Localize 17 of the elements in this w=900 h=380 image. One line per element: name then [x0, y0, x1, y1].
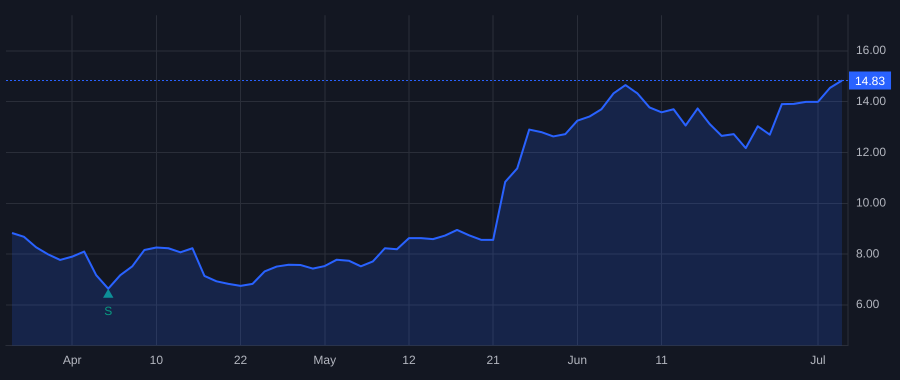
ref-line-label: 14.83: [855, 74, 886, 88]
x-tick-label: 22: [234, 353, 248, 368]
y-tick-label: 14.00: [856, 94, 886, 108]
y-tick-label: 16.00: [856, 43, 886, 58]
x-tick-label: Apr: [62, 353, 82, 368]
x-tick-label: 12: [402, 353, 416, 368]
annotation: S: [104, 304, 112, 318]
x-tick-label: 11: [655, 353, 668, 368]
y-tick-label: 12.00: [856, 144, 886, 159]
x-tick-label: Jun: [568, 353, 588, 368]
y-tick-label: 10.00: [856, 196, 886, 210]
x-tick-label: May: [313, 353, 336, 368]
x-tick-label: 10: [150, 353, 164, 368]
x-tick-label: 21: [486, 353, 500, 368]
y-tick-label: 8.00: [856, 246, 880, 260]
y-tick-label: 6.00: [856, 297, 880, 312]
x-tick-label: Jul: [810, 353, 826, 368]
